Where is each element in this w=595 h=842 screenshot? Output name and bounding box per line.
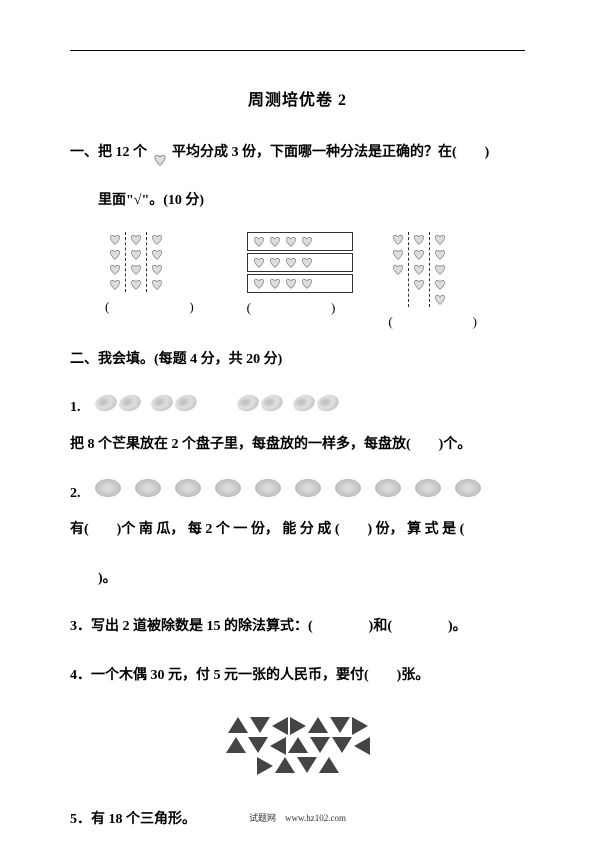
q1-line2: 里面"√"。(10 分)	[70, 183, 525, 219]
footer-text: 试题网 www.hz102.com	[0, 811, 595, 824]
page-title: 周测培优卷 2	[70, 86, 525, 110]
q2-1-num: 1.	[70, 400, 81, 415]
q1-group-a: ( )	[105, 232, 212, 330]
q1-line1: 一、把 12 个 平均分成 3 份，下面哪一种分法是正确的？在( )	[70, 135, 525, 171]
top-rule	[70, 50, 525, 51]
q2-2-num: 2.	[70, 486, 81, 501]
q2-4: 4．一个木偶 30 元，付 5 元一张的人民币，要付( )张。	[70, 658, 525, 694]
q1-text-a: 一、把 12 个	[70, 145, 147, 160]
paren-a: ( )	[105, 296, 212, 315]
heart-icon	[152, 146, 168, 160]
triangle-figure	[218, 706, 378, 786]
q2-2-text-b: )。	[70, 561, 525, 597]
q2-1-text: 把 8 个芒果放在 2 个盘子里，每盘放的一样多，每盘放( )个。	[70, 427, 525, 463]
q1-group-b: ( )	[247, 232, 354, 330]
pumpkin-row	[95, 479, 481, 497]
q2-3: 3．写出 2 道被除数是 15 的除法算式：( )和( )。	[70, 609, 525, 645]
q1-figures: ( ) ( ) ( )	[105, 232, 525, 330]
paren-b: ( )	[247, 297, 354, 316]
q1-text-b: 平均分成 3 份，下面哪一种分法是正确的？在( )	[172, 145, 489, 160]
q2-header: 二、我会填。(每题 4 分，共 20 分)	[70, 342, 525, 378]
mango-row	[95, 395, 339, 411]
q2-2-text-a: 有( )个 南 瓜， 每 2 个 一 份， 能 分 成 ( ) 份， 算 式 是…	[70, 512, 525, 548]
q1-group-c: ( )	[388, 232, 495, 330]
paren-c: ( )	[388, 311, 495, 330]
